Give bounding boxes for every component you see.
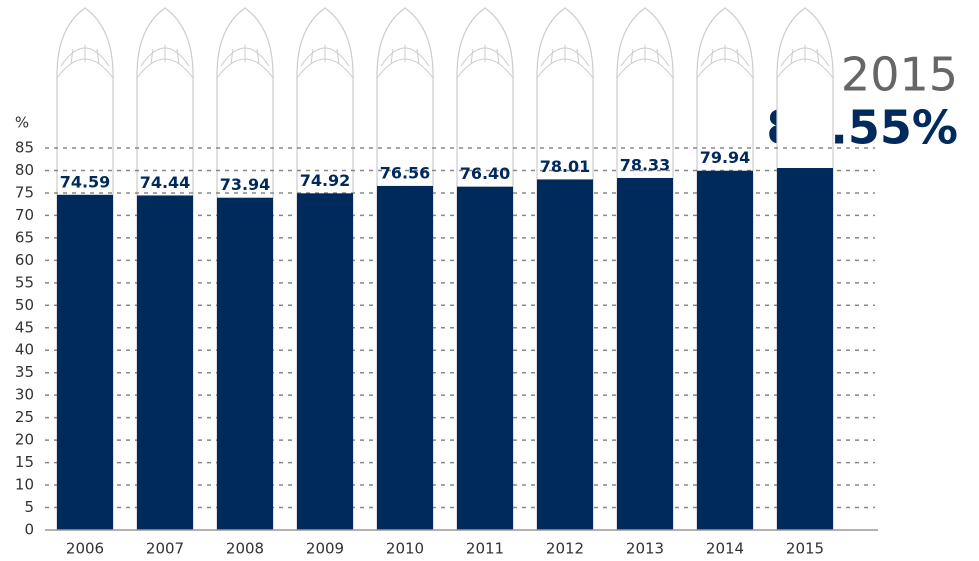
y-tick-label: 80 — [15, 161, 34, 179]
y-tick-label: 0 — [24, 521, 34, 539]
bar — [777, 167, 833, 530]
value-label: 76.56 — [380, 163, 431, 182]
value-label: 73.94 — [220, 175, 271, 194]
y-tick-label: 25 — [15, 408, 34, 426]
y-tick-label: 15 — [15, 453, 34, 471]
bar — [297, 193, 353, 530]
bar — [217, 197, 273, 530]
bar — [537, 179, 593, 530]
y-tick-label: 65 — [15, 228, 34, 246]
y-tick-label: 10 — [15, 476, 34, 494]
y-tick-label: 50 — [15, 296, 34, 314]
window-tracery — [776, 45, 834, 79]
bar — [697, 170, 753, 530]
bar — [617, 177, 673, 530]
y-tick-label: 45 — [15, 318, 34, 336]
x-tick-label: 2014 — [706, 540, 744, 558]
y-tick-label: 55 — [15, 273, 34, 291]
x-tick-label: 2011 — [466, 540, 504, 558]
window-tracery — [56, 45, 114, 79]
value-label: 74.59 — [60, 172, 111, 191]
bar — [377, 185, 433, 530]
x-tick-label: 2012 — [546, 540, 584, 558]
y-tick-label: 60 — [15, 251, 34, 269]
x-tick-label: 2015 — [786, 540, 824, 558]
window-tracery — [136, 45, 194, 79]
value-label: 74.44 — [140, 173, 191, 192]
x-tick-label: 2006 — [66, 540, 104, 558]
window-tracery — [376, 45, 434, 79]
window-tracery — [616, 45, 674, 79]
y-tick-label: 5 — [24, 498, 34, 516]
x-tick-label: 2013 — [626, 540, 664, 558]
window-tracery — [536, 45, 594, 79]
value-label: 74.92 — [300, 171, 351, 190]
y-tick-label: 20 — [15, 431, 34, 449]
bar — [137, 195, 193, 530]
x-tick-label: 2009 — [306, 540, 344, 558]
bar — [57, 194, 113, 531]
x-tick-label: 2010 — [386, 540, 424, 558]
y-tick-label: 35 — [15, 363, 34, 381]
window-tracery — [296, 45, 354, 79]
value-label: 78.33 — [620, 155, 671, 174]
value-label: 79.94 — [700, 148, 751, 167]
y-tick-label: 85 — [15, 139, 34, 157]
window-tracery — [456, 45, 514, 79]
y-tick-label: 75 — [15, 183, 34, 201]
x-tick-label: 2007 — [146, 540, 184, 558]
highlight-year: 2015 — [841, 48, 958, 102]
value-label: 78.01 — [540, 157, 591, 176]
x-tick-label: 2008 — [226, 540, 264, 558]
window-tracery — [696, 45, 754, 79]
plot: 0 5 10 15 20 25 30 35 40 45 50 55 60 65 70 75 80 85 2006 74… — [15, 7, 878, 558]
y-tick-label: 70 — [15, 206, 34, 224]
bar — [457, 186, 513, 530]
y-tick-label: 30 — [15, 386, 34, 404]
y-axis-label: % — [15, 114, 29, 132]
window-tracery — [216, 45, 274, 79]
y-tick-label: 40 — [15, 341, 34, 359]
value-label: 76.40 — [460, 164, 511, 183]
